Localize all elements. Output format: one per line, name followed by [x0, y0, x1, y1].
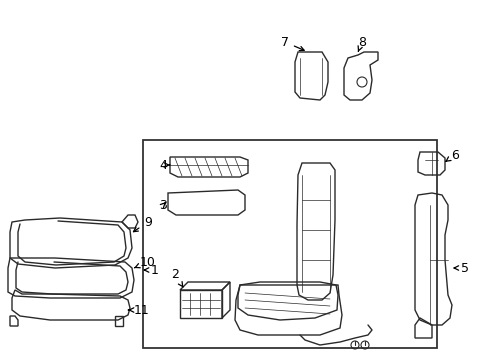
Text: 10: 10 — [134, 256, 156, 269]
Text: 4: 4 — [159, 158, 169, 171]
Text: 1: 1 — [144, 264, 159, 276]
Text: 11: 11 — [128, 303, 149, 316]
Text: 7: 7 — [281, 36, 304, 51]
Text: 3: 3 — [159, 198, 166, 212]
Text: 2: 2 — [171, 269, 183, 287]
Text: 5: 5 — [453, 261, 468, 274]
Text: 8: 8 — [357, 36, 365, 51]
Text: 6: 6 — [445, 149, 458, 162]
Bar — [142, 140, 436, 348]
Text: 9: 9 — [133, 216, 152, 232]
